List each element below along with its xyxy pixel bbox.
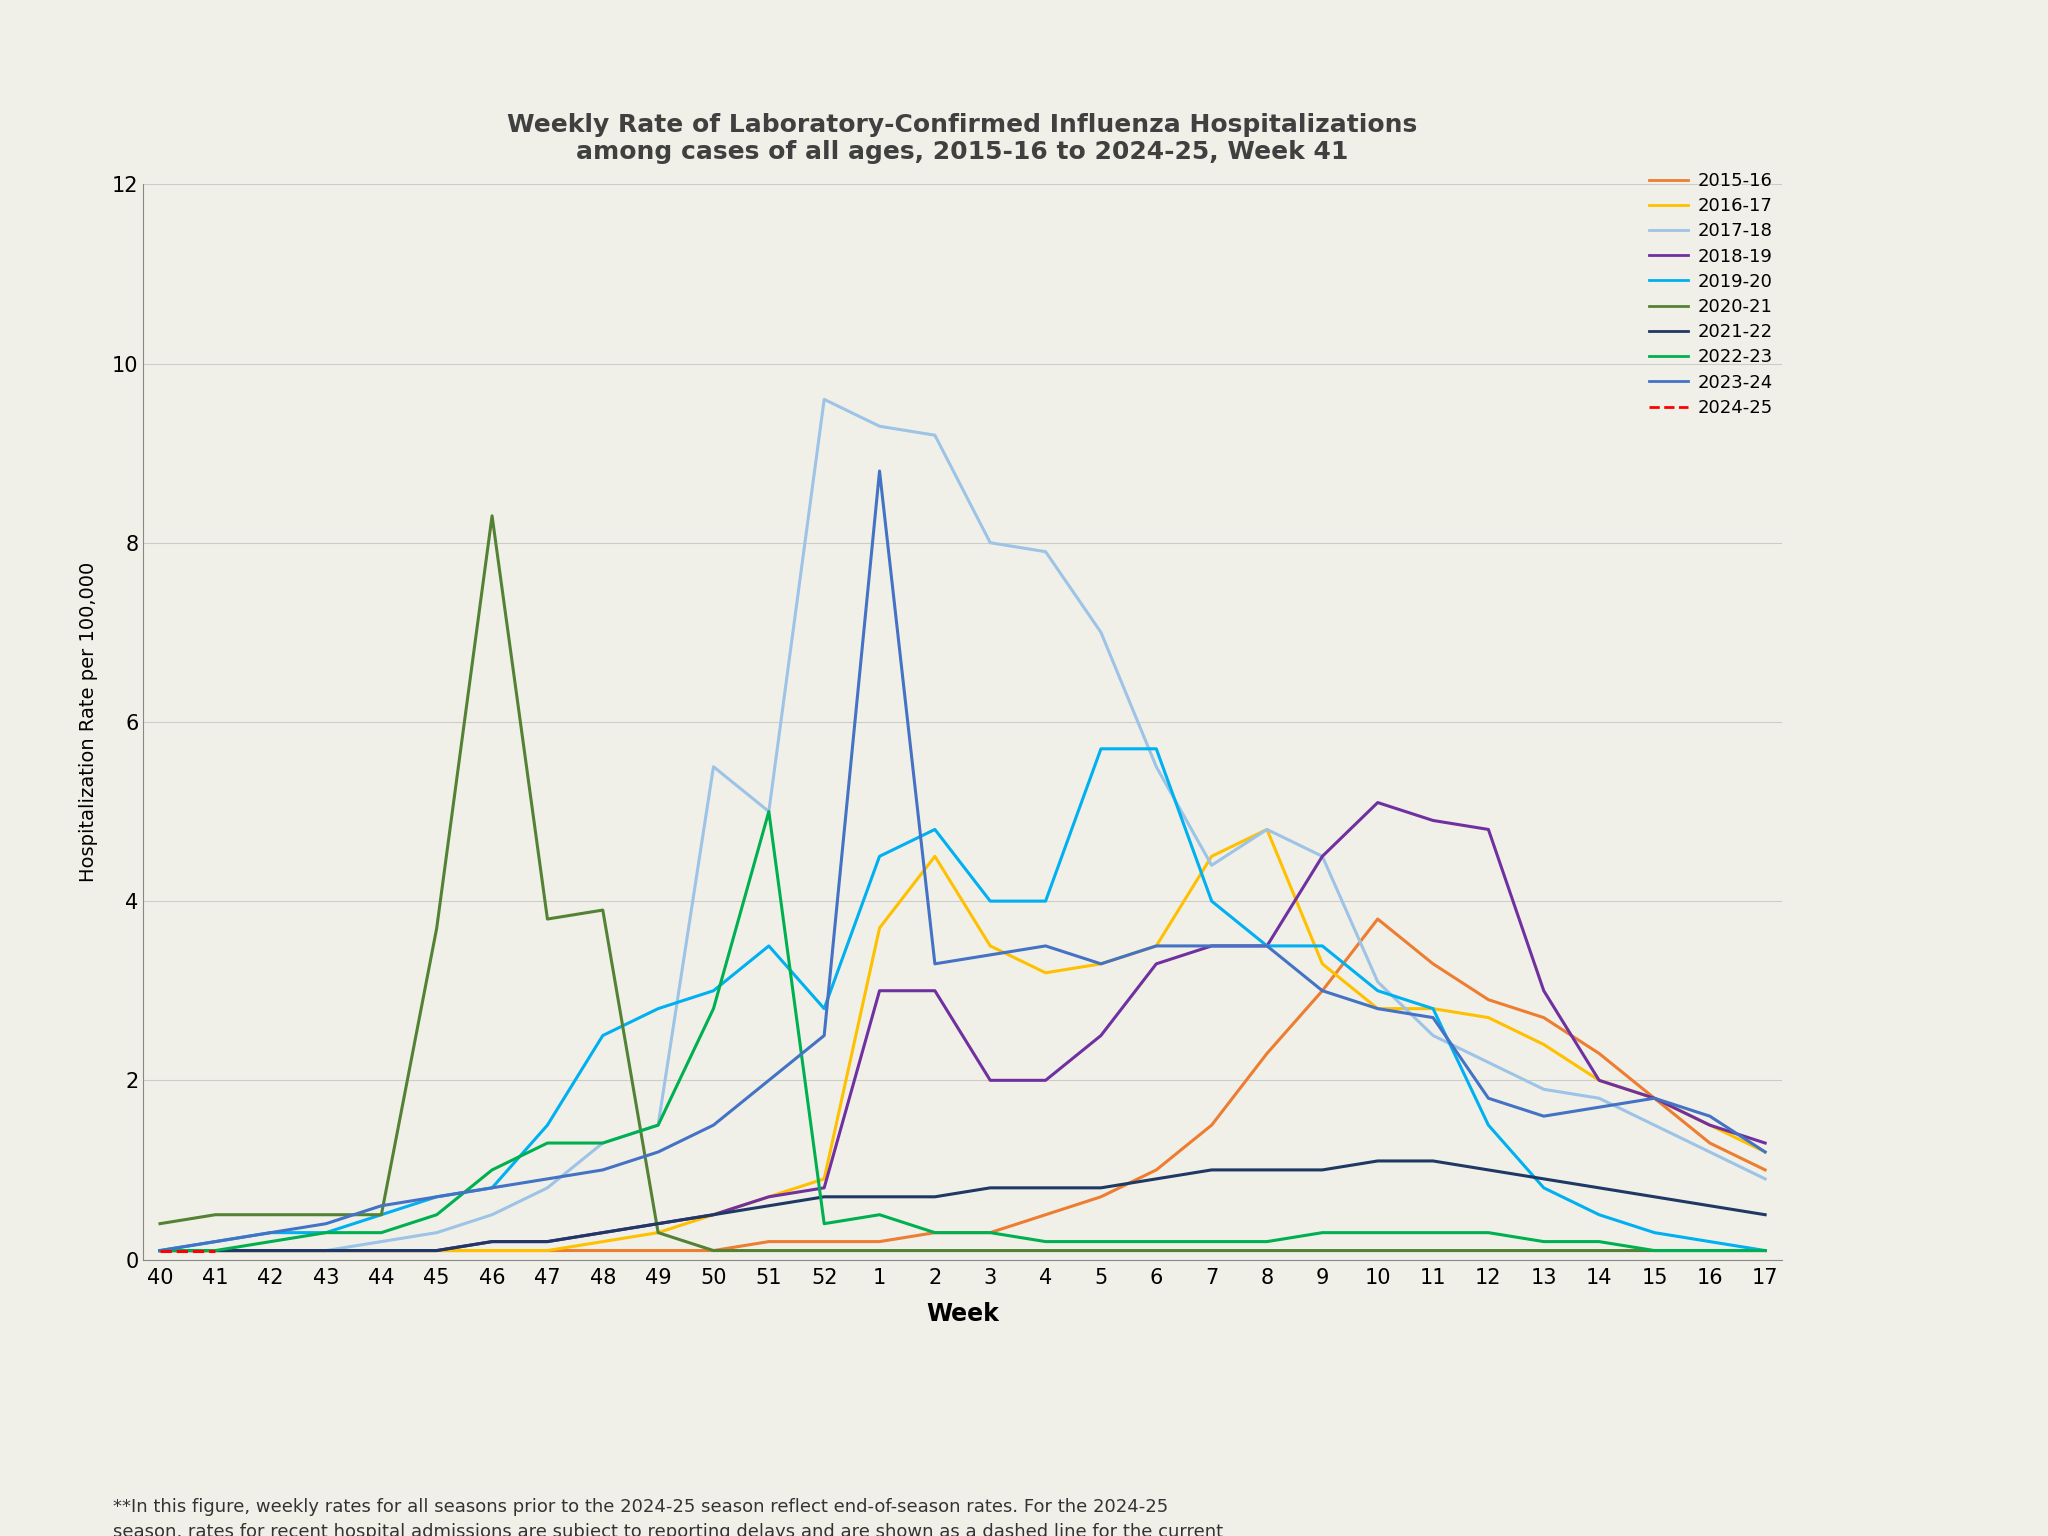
Text: **In this figure, weekly rates for all seasons prior to the 2024-25 season refle: **In this figure, weekly rates for all s… (113, 1498, 1223, 1536)
Y-axis label: Hospitalization Rate per 100,000: Hospitalization Rate per 100,000 (80, 562, 98, 882)
Legend: 2015-16, 2016-17, 2017-18, 2018-19, 2019-20, 2020-21, 2021-22, 2022-23, 2023-24,: 2015-16, 2016-17, 2017-18, 2018-19, 2019… (1649, 172, 1774, 416)
X-axis label: Week: Week (926, 1301, 999, 1326)
Title: Weekly Rate of Laboratory-Confirmed Influenza Hospitalizations
among cases of al: Weekly Rate of Laboratory-Confirmed Infl… (508, 112, 1417, 164)
